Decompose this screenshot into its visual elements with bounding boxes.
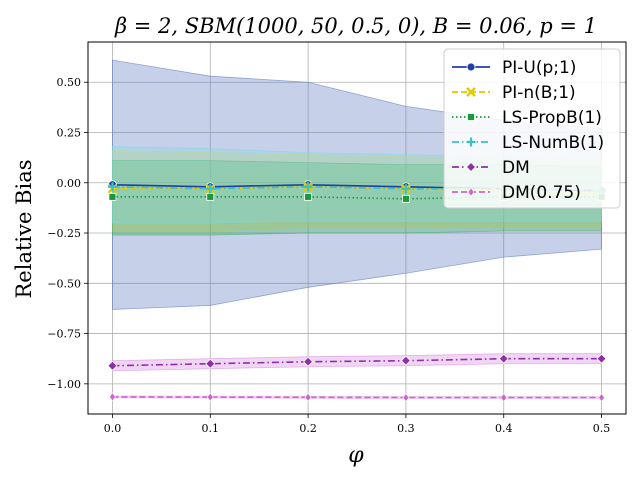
data-point: [596, 353, 607, 364]
legend-label: DM: [502, 158, 530, 178]
chart-title: β = 2, SBM(1000, 50, 0.5, 0), B = 0.06, …: [114, 14, 597, 38]
legend-marker-swatch: [465, 161, 477, 173]
data-point: [402, 194, 410, 203]
x-axis-ticks: 0.0 0.1 0.2 0.3 0.4 0.5: [104, 414, 611, 435]
data-point: [500, 393, 508, 403]
legend-label: LS-PropB(1): [502, 108, 602, 128]
legend: PI-U(p;1) PI-n(B;1) LS-PropB(1) LS-NumB(1) D…: [443, 48, 621, 209]
legend-marker-swatch: [467, 113, 475, 121]
data-point: [304, 192, 312, 201]
legend-marker-swatch: [467, 187, 475, 197]
data-point: [303, 356, 314, 367]
plot-frame: [87, 41, 627, 415]
data-point: [303, 182, 313, 192]
data-point: [108, 192, 117, 201]
x-tick-label: 0.1: [202, 422, 220, 435]
x-axis-label: φ: [348, 443, 364, 468]
data-point: [402, 393, 410, 403]
y-tick-label: −0.75: [47, 328, 81, 341]
x-tick-label: 0.0: [104, 422, 122, 435]
data-point: [400, 355, 411, 366]
x-tick-label: 0.2: [299, 422, 317, 435]
y-tick-label: −0.25: [47, 227, 81, 240]
x-tick-label: 0.4: [495, 422, 513, 435]
x-tick-label: 0.5: [593, 422, 611, 435]
data-point: [598, 393, 605, 403]
legend-box: [443, 48, 621, 209]
data-point: [206, 392, 214, 402]
y-tick-label: 0.50: [57, 76, 82, 89]
legend-marker-swatch: [466, 87, 476, 97]
legend-label: DM(0.75): [502, 183, 581, 203]
x-tick-label: 0.3: [397, 422, 415, 435]
data-point: [498, 353, 509, 364]
legend-label: PI-U(p;1): [502, 58, 576, 78]
data-point: [107, 360, 118, 371]
legend-label: LS-NumB(1): [502, 133, 604, 153]
legend-marker-swatch: [466, 62, 476, 72]
y-tick-label: 0.25: [57, 126, 82, 139]
data-point: [205, 184, 215, 194]
y-tick-label: 0.00: [57, 177, 82, 190]
data-point: [107, 182, 117, 192]
data-point: [401, 184, 411, 194]
y-axis-ticks: 0.50 0.25 0.00 −0.25 −0.50 −0.75 −1.00: [47, 76, 88, 391]
y-tick-label: −1.00: [47, 378, 81, 391]
y-tick-label: −0.50: [47, 277, 81, 290]
series-line: [112, 396, 602, 399]
series-line: [112, 196, 602, 200]
data-point: [109, 392, 116, 402]
legend-label: PI-n(B;1): [502, 83, 576, 103]
y-axis-label: Relative Bias: [12, 159, 36, 298]
data-point: [205, 358, 216, 369]
data-point: [206, 192, 215, 201]
series-line: [112, 357, 602, 367]
data-point: [304, 392, 312, 402]
legend-marker-swatch: [466, 137, 476, 147]
